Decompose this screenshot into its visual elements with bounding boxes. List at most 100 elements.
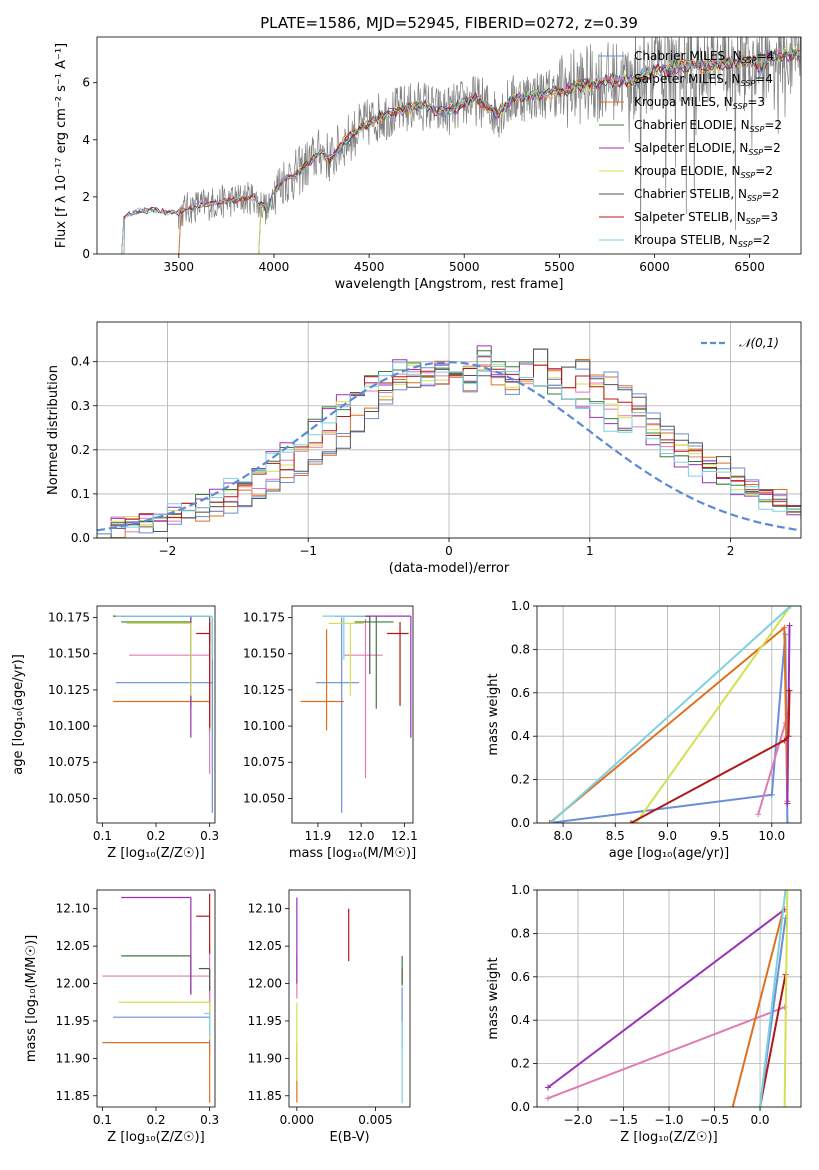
y-tick-label: 0.4 [71, 355, 90, 369]
x-tick-label: 11.9 [305, 829, 332, 843]
errorbar-point [121, 615, 192, 738]
y-axis-label: mass [log₁₀(M/M☉)] [24, 935, 39, 1062]
x-tick-label: −2 [159, 544, 177, 558]
y-tick-label: 12.10 [248, 902, 282, 916]
y-tick-label: 10.150 [243, 647, 285, 661]
x-tick-label: 12.0 [348, 829, 375, 843]
y-tick-label: 0.2 [71, 443, 90, 457]
legend-entry-label: Kroupa ELODIE, NSSP=2 [634, 164, 773, 180]
weight-marker [784, 800, 791, 807]
x-tick-label: 3500 [164, 260, 195, 274]
axes-frame [288, 889, 411, 1108]
y-tick-label: 10.075 [48, 755, 90, 769]
y-tick-label: 0.4 [511, 1013, 530, 1027]
axes-frame [536, 605, 802, 824]
y-tick-label: 0.0 [511, 1100, 530, 1114]
x-tick-label: −2.0 [563, 1113, 592, 1127]
errorbar-point [328, 622, 364, 696]
errorbar-point [121, 896, 192, 995]
axes-frame [96, 321, 802, 539]
y-tick-label: 0.8 [511, 926, 530, 940]
weight-marker [787, 606, 794, 609]
gridlines [537, 605, 801, 824]
weight-line [547, 1006, 785, 1100]
weight-line [757, 714, 789, 815]
y-tick-label: 6 [82, 76, 90, 90]
x-tick-label: 12.1 [391, 829, 418, 843]
y-tick-label: 10.125 [243, 683, 285, 697]
legend-entry-label: Kroupa MILES, NSSP=3 [634, 95, 765, 111]
y-tick-label: 0.6 [511, 686, 530, 700]
normal-reference-curve [97, 360, 801, 532]
x-axis-label: E(B-V) [329, 1130, 369, 1145]
y-tick-label: 1.0 [511, 599, 530, 613]
weight-marker [544, 1084, 551, 1091]
x-tick-label: −1 [299, 544, 317, 558]
histogram-step-line [97, 354, 801, 538]
x-axis-label: wavelength [Angstrom, rest frame] [335, 277, 564, 292]
panel-mass-vs-ebv: 0.000 0.005 11.85 11.90 11.95 12.00 12.05 12.10… [248, 889, 411, 1145]
observed-spectrum-line [121, 37, 801, 254]
x-tick-label: 0.005 [358, 1113, 392, 1127]
errorbar-point [121, 955, 192, 994]
weight-line [783, 890, 789, 1107]
x-axis-label: (data-model)/error [389, 561, 510, 576]
y-tick-label: 0.3 [71, 399, 90, 413]
panel-residual-histogram: −2 −1 0 1 2 0.0 0.1 0.2 0.3 0.4 (data-model)/error… [46, 321, 802, 576]
plot-area [113, 615, 213, 813]
errorbar-point [315, 617, 359, 813]
errorbar-point [126, 622, 192, 696]
y-tick-label: 11.95 [56, 1014, 90, 1028]
y-tick-label: 10.150 [48, 647, 90, 661]
x-tick-label: 0.1 [93, 1113, 112, 1127]
weight-marker [784, 820, 791, 823]
legend-entry-label: Kroupa STELIB, NSSP=2 [634, 233, 770, 249]
y-tick-label: 12.05 [56, 939, 90, 953]
plot-area [121, 37, 801, 254]
weight-marker [546, 820, 553, 823]
x-tick-label: 0.0 [750, 1113, 769, 1127]
x-tick-label: −1.0 [654, 1113, 683, 1127]
panel-age-vs-Z: 0.1 0.2 0.3 10.050 10.075 10.100 10.125 10.150 1… [11, 605, 219, 861]
errorbar-point [354, 616, 394, 709]
weight-marker [781, 737, 788, 744]
errorbar-point [121, 616, 192, 709]
plot-area [97, 345, 801, 538]
weight-marker [729, 1104, 736, 1107]
y-tick-label: 12.05 [248, 939, 282, 953]
errorbar-point [204, 1012, 211, 1036]
y-tick-label: 0 [82, 247, 90, 261]
weight-marker [627, 820, 634, 823]
legend-entry-label: Salpeter MILES, NSSP=4 [634, 72, 773, 88]
plot-area [546, 606, 794, 823]
spectrum-legend: Chabrier MILES, NSSP=4 Salpeter MILES, NS… [599, 49, 782, 249]
weight-marker [757, 1104, 764, 1107]
errorbar-point [343, 619, 383, 779]
y-tick-label: 10.125 [48, 683, 90, 697]
panel-age-vs-mass: 11.9 12.0 12.1 10.050 10.075 10.100 10.125 10.1… [243, 605, 418, 861]
x-tick-label: 10.0 [758, 829, 785, 843]
panel-massweight-vs-Z: −2.0 −1.5 −1.0 −0.5 0.0 0.0 0.2 0.4 0.6 0.8 1.0 Z [… [486, 883, 802, 1145]
x-tick-label: −1.5 [609, 1113, 638, 1127]
y-tick-label: 10.100 [243, 719, 285, 733]
histogram-legend: 𝒩(0,1) [701, 336, 779, 350]
x-axis-label: mass [log₁₀(M/M☉)] [289, 846, 416, 861]
errorbar-point [196, 893, 211, 954]
weight-line [759, 890, 787, 1107]
y-tick-label: 2 [82, 190, 90, 204]
weight-line [731, 911, 784, 1107]
weight-line [759, 974, 787, 1107]
legend-entry-label: Salpeter STELIB, NSSP=3 [634, 210, 778, 226]
plot-area [102, 893, 211, 1103]
plot-area [544, 890, 791, 1107]
weight-line [548, 625, 789, 823]
errorbar-point [115, 615, 213, 660]
errorbar-point [129, 619, 211, 774]
panel-spectrum: 3500 4000 4500 5000 5500 6000 6500 0 2 4 6 waveleng… [54, 36, 802, 292]
errorbar-point [387, 621, 409, 706]
axes-frame [536, 889, 802, 1108]
errorbar-point [102, 1042, 211, 1103]
weight-line [547, 908, 786, 1089]
errorbar-point [322, 615, 366, 660]
